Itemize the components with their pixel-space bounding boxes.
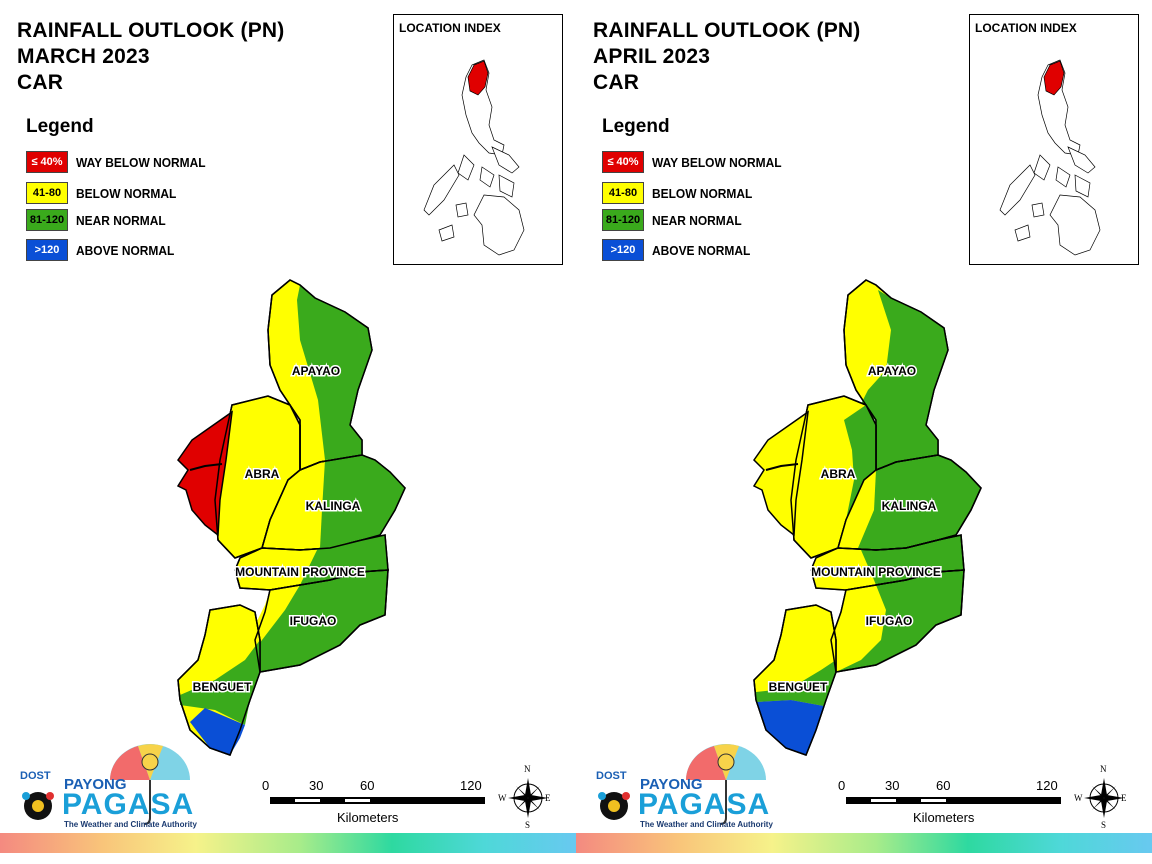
mtprov-below-normal-zone	[811, 548, 876, 590]
compass-n: N	[524, 764, 531, 774]
label-ifugao: IFUGAO	[290, 614, 337, 628]
scale-unit: Kilometers	[337, 810, 399, 825]
logo-pagasa-text: PAGASA	[62, 788, 195, 821]
logo-dost-text: DOST	[20, 770, 51, 782]
legend-swatch: >120	[26, 239, 68, 261]
location-index-title: LOCATION INDEX	[399, 21, 501, 35]
title-line-3: CAR	[17, 71, 64, 94]
title-line-2: APRIL 2023	[593, 45, 711, 68]
philippines-outline-map	[999, 59, 1101, 256]
scale-tick-60: 60	[360, 778, 375, 793]
title-line-2: MARCH 2023	[17, 45, 150, 68]
compass-w: W	[498, 793, 507, 803]
label-kalinga: KALINGA	[882, 499, 937, 513]
compass-s: S	[1101, 820, 1107, 830]
car-region-highlight	[1043, 60, 1065, 96]
logo-tagline: The Weather and Climate Authority	[64, 820, 197, 829]
label-mountain-province: MOUNTAIN PROVINCE	[811, 565, 941, 579]
location-index-title: LOCATION INDEX	[975, 21, 1077, 35]
outlook-panel-april: RAINFALL OUTLOOK (PN) APRIL 2023 CAR Leg…	[576, 0, 1152, 864]
scale-tick-30: 30	[885, 778, 900, 793]
benguet-near-normal-zone	[756, 660, 836, 706]
label-apayao: APAYAO	[292, 364, 340, 378]
label-abra: ABRA	[821, 467, 856, 481]
location-index-inset: LOCATION INDEX	[969, 14, 1139, 265]
legend-swatch: 41-80	[602, 182, 644, 204]
legend-swatch: >120	[602, 239, 644, 261]
north-arrow: N S W E	[498, 764, 552, 830]
legend-swatch: ≤ 40%	[26, 151, 68, 173]
map-title: RAINFALL OUTLOOK (PN) MARCH 2023 CAR	[17, 18, 284, 96]
ifugao-below-normal-zone	[255, 585, 300, 650]
legend-heading: Legend	[26, 116, 94, 137]
north-arrow: N S W E	[1074, 764, 1128, 830]
title-line-3: CAR	[593, 71, 640, 94]
label-ifugao: IFUGAO	[866, 614, 913, 628]
scale-tick-0: 0	[838, 778, 846, 793]
philippines-outline-map	[423, 59, 525, 256]
label-mountain-province: MOUNTAIN PROVINCE	[235, 565, 365, 579]
scale-unit: Kilometers	[913, 810, 975, 825]
outlook-panel-march: RAINFALL OUTLOOK (PN) MARCH 2023 CAR Leg…	[0, 14, 576, 853]
legend-label: BELOW NORMAL	[652, 186, 753, 201]
legend-swatch: 81-120	[602, 209, 644, 231]
logo-dost-text: DOST	[596, 770, 627, 782]
legend-swatch: 41-80	[26, 182, 68, 204]
logo-pagasa-text: PAGASA	[638, 788, 771, 821]
car-rainfall-map: APAYAO ABRA KALINGA MOUNTAIN PROVINCE IF…	[752, 279, 982, 756]
footer-gradient-bar	[0, 833, 576, 853]
car-region-highlight	[467, 60, 489, 96]
compass-e: E	[1121, 793, 1127, 803]
scale-tick-0: 0	[262, 778, 270, 793]
scale-bar: 0 30 60 120 Kilometers	[262, 778, 502, 828]
compass-n: N	[1100, 764, 1107, 774]
abra-way-below-zone	[176, 410, 233, 537]
abra-west-zone	[752, 410, 809, 537]
label-benguet: BENGUET	[769, 680, 828, 694]
logo-payong-text: PAYONG	[640, 776, 703, 793]
benguet-above-normal-zone	[756, 700, 824, 755]
scale-tick-30: 30	[309, 778, 324, 793]
location-index-inset: LOCATION INDEX	[393, 14, 563, 265]
abra-near-normal-zone	[838, 405, 876, 548]
label-apayao: APAYAO	[868, 364, 916, 378]
scale-tick-120: 120	[460, 778, 482, 793]
car-rainfall-map: APAYAO ABRA KALINGA MOUNTAIN PROVINCE IF…	[176, 279, 406, 756]
apayao-near-normal-zone	[297, 285, 372, 460]
scale-tick-60: 60	[936, 778, 951, 793]
legend-heading: Legend	[602, 116, 670, 137]
kalinga-below-normal-zone	[838, 470, 876, 548]
title-line-1: RAINFALL OUTLOOK (PN)	[17, 19, 285, 42]
benguet-near-normal-zone	[180, 640, 260, 725]
legend-label: ABOVE NORMAL	[652, 243, 751, 258]
scale-bar: 0 30 60 120 Kilometers	[838, 778, 1078, 828]
logo-payong-text: PAYONG	[64, 776, 127, 793]
footer-gradient-bar	[576, 833, 1152, 853]
map-title: RAINFALL OUTLOOK (PN) APRIL 2023 CAR	[593, 18, 860, 96]
kalinga-near-normal-zone	[320, 455, 405, 548]
benguet-above-normal-zone	[190, 708, 245, 755]
legend-label: NEAR NORMAL	[76, 213, 166, 228]
legend-swatch: 81-120	[26, 209, 68, 231]
pagasa-logo: DOST PAYONG PAGASA The Weather and Clima…	[18, 740, 198, 830]
pagasa-logo: DOST PAYONG PAGASA The Weather and Clima…	[594, 740, 774, 830]
label-kalinga: KALINGA	[306, 499, 361, 513]
label-benguet: BENGUET	[193, 680, 252, 694]
compass-s: S	[525, 820, 531, 830]
ifugao-below-normal-zone	[831, 585, 886, 672]
legend-swatch: ≤ 40%	[602, 151, 644, 173]
compass-e: E	[545, 793, 551, 803]
legend-label: NEAR NORMAL	[652, 213, 742, 228]
legend-label: ABOVE NORMAL	[76, 243, 175, 258]
label-abra: ABRA	[245, 467, 280, 481]
compass-w: W	[1074, 793, 1083, 803]
legend-label: BELOW NORMAL	[76, 186, 177, 201]
logo-tagline: The Weather and Climate Authority	[640, 820, 773, 829]
title-line-1: RAINFALL OUTLOOK (PN)	[593, 19, 861, 42]
scale-tick-120: 120	[1036, 778, 1058, 793]
legend-label: WAY BELOW NORMAL	[76, 155, 206, 170]
legend-label: WAY BELOW NORMAL	[652, 155, 782, 170]
mtprov-near-normal-zone	[300, 535, 388, 585]
